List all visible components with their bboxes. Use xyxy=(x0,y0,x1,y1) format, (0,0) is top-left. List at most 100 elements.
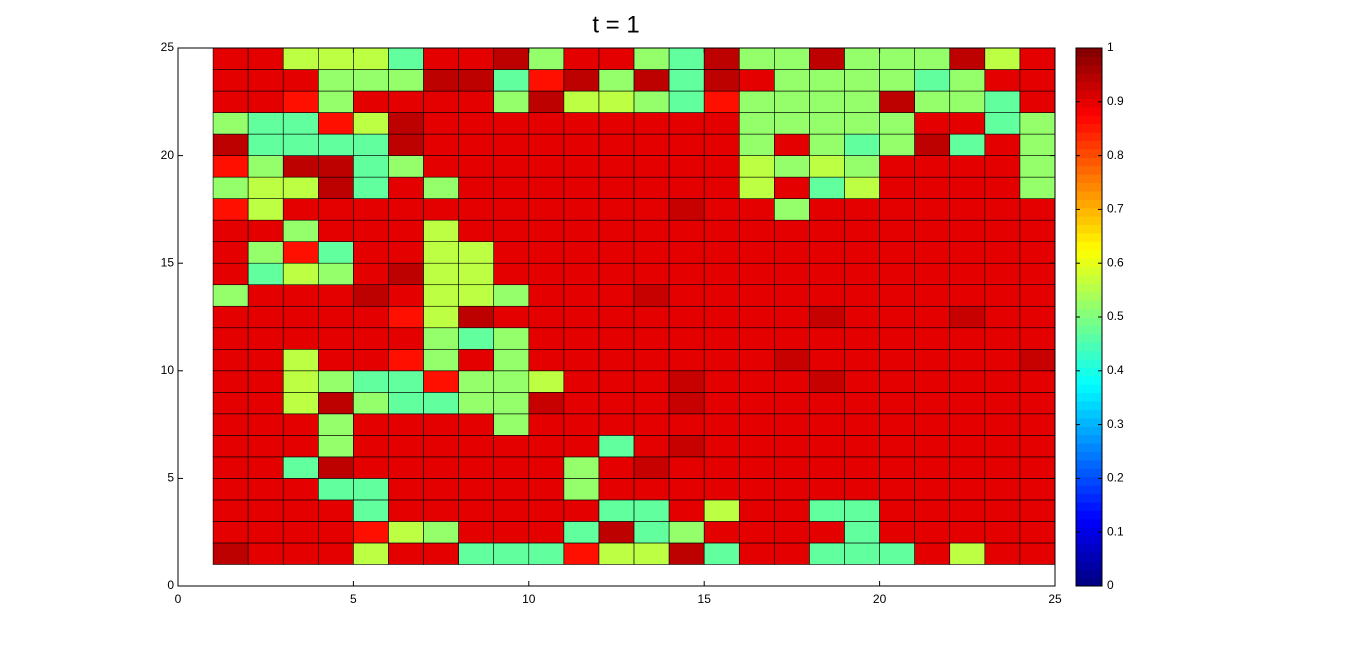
cell xyxy=(458,370,495,393)
cell xyxy=(212,348,249,372)
cell xyxy=(914,262,951,286)
cell xyxy=(598,392,635,415)
y-tick-label: 5 xyxy=(167,471,174,485)
colorbar-tick-label: 0.1 xyxy=(1107,524,1124,538)
cell xyxy=(528,456,565,479)
cell xyxy=(212,284,249,307)
cell xyxy=(809,284,845,307)
cell xyxy=(318,478,354,501)
cell xyxy=(984,327,1021,350)
cell xyxy=(1019,478,1056,501)
cell xyxy=(809,133,845,156)
cell xyxy=(844,155,880,178)
cell xyxy=(633,112,670,135)
cell xyxy=(984,133,1021,156)
cell xyxy=(914,133,951,156)
cell xyxy=(212,241,249,264)
colorbar-swatch xyxy=(1076,241,1102,251)
cell xyxy=(738,112,775,135)
cell xyxy=(493,47,530,70)
cell xyxy=(738,69,775,92)
cell xyxy=(388,499,424,522)
colorbar-swatch xyxy=(1076,81,1102,91)
cell xyxy=(598,305,635,329)
cell xyxy=(668,478,705,501)
cell xyxy=(949,413,986,436)
cell xyxy=(879,284,915,307)
cell xyxy=(353,305,389,329)
cell xyxy=(493,262,530,286)
cell xyxy=(809,69,845,92)
colorbar-swatch xyxy=(1076,350,1102,360)
cell xyxy=(563,262,600,286)
cell xyxy=(774,370,810,393)
cell xyxy=(738,413,775,436)
colorbar-swatch xyxy=(1076,485,1102,495)
cell xyxy=(984,499,1021,522)
cell xyxy=(809,392,845,415)
cell xyxy=(388,155,424,178)
cell xyxy=(528,284,565,307)
colorbar-swatch xyxy=(1076,123,1102,133)
cell xyxy=(879,198,915,221)
cell xyxy=(458,176,495,199)
cell xyxy=(738,241,775,264)
colorbar-swatch xyxy=(1076,459,1102,469)
cell xyxy=(703,133,740,156)
cell xyxy=(844,413,880,436)
cell xyxy=(388,241,424,264)
colorbar-swatch xyxy=(1076,468,1102,478)
cell xyxy=(212,327,249,350)
cell xyxy=(423,521,459,544)
cell xyxy=(282,435,319,458)
x-tick-label: 20 xyxy=(873,592,887,606)
cell xyxy=(914,241,951,264)
axes-box xyxy=(177,47,1056,587)
colorbar-swatch xyxy=(1076,224,1102,234)
cell xyxy=(668,90,705,113)
colorbar-swatch xyxy=(1076,359,1102,368)
cell xyxy=(423,413,459,436)
cell xyxy=(633,478,670,501)
cell xyxy=(493,370,530,393)
cell xyxy=(353,176,389,199)
cell xyxy=(458,90,495,113)
cell xyxy=(353,542,389,565)
cell xyxy=(949,478,986,501)
cell xyxy=(458,262,495,286)
cell xyxy=(282,219,319,242)
colorbar-swatch xyxy=(1076,493,1102,503)
cell xyxy=(1019,198,1056,221)
cell xyxy=(388,284,424,307)
cell xyxy=(774,241,810,264)
cell xyxy=(563,435,600,458)
cell xyxy=(703,198,740,221)
cell xyxy=(984,521,1021,544)
cell xyxy=(318,327,354,350)
cell xyxy=(633,241,670,264)
cell xyxy=(458,69,495,92)
cell xyxy=(668,47,705,70)
cell xyxy=(247,413,284,436)
colorbar-swatch xyxy=(1076,266,1102,276)
cell xyxy=(844,521,880,544)
colorbar-swatch xyxy=(1076,291,1102,301)
cell xyxy=(212,90,249,113)
colorbar-swatch xyxy=(1076,73,1102,83)
cell xyxy=(879,90,915,113)
cell xyxy=(949,392,986,415)
cell xyxy=(458,542,495,565)
cell xyxy=(1019,262,1056,286)
cell xyxy=(388,327,424,350)
cell xyxy=(598,176,635,199)
cell xyxy=(738,542,775,565)
cell xyxy=(598,112,635,135)
cell xyxy=(493,305,530,329)
cell xyxy=(212,413,249,436)
colorbar-swatch xyxy=(1076,132,1102,141)
cell xyxy=(282,413,319,436)
cell xyxy=(668,521,705,544)
cell xyxy=(318,219,354,242)
cell xyxy=(247,155,284,178)
cell xyxy=(703,176,740,199)
